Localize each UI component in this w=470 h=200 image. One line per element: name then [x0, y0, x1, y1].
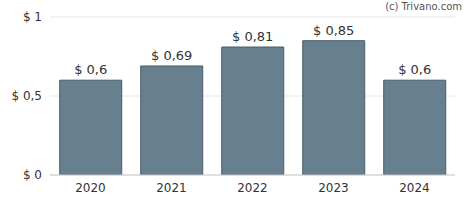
svg-text:2023: 2023 — [318, 181, 349, 195]
svg-text:$ 0: $ 0 — [23, 168, 42, 182]
html-text:(c) Trivano.com: (c) Trivano.com — [385, 1, 462, 12]
svg-text:$ 0,81: $ 0,81 — [232, 29, 273, 44]
svg-text:2024: 2024 — [399, 181, 430, 195]
svg-text:$ 0,5: $ 0,5 — [11, 89, 42, 103]
svg-text:$ 0,85: $ 0,85 — [313, 23, 354, 38]
svg-text:2022: 2022 — [237, 181, 268, 195]
svg-text:2021: 2021 — [156, 181, 187, 195]
svg-text:$ 0,6: $ 0,6 — [398, 62, 431, 77]
svg-text:2020: 2020 — [75, 181, 106, 195]
svg-text:$ 1: $ 1 — [23, 10, 42, 24]
svg-text:$ 0,69: $ 0,69 — [151, 48, 192, 63]
svg-text:$ 0,6: $ 0,6 — [74, 62, 107, 77]
